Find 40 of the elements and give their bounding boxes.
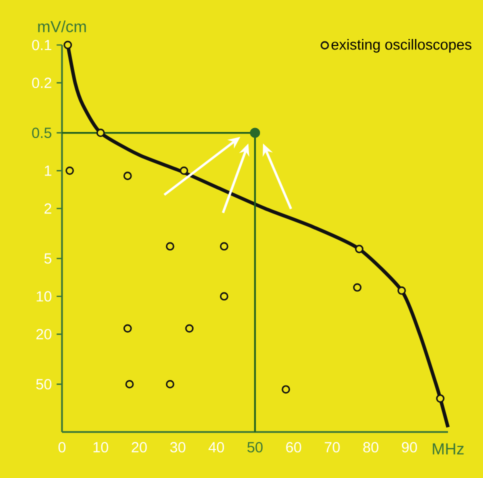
point (64, 40, 72, 50)
y-axis-title: mV/cm (38, 20, 86, 32)
point (250, 128, 260, 138)
point (180, 166, 188, 175)
point (353, 283, 362, 292)
x-axis-title: MHz (432, 443, 464, 454)
point (397, 286, 406, 295)
point (123, 324, 132, 333)
point (220, 292, 228, 301)
y-tick-label: 20 (36, 329, 52, 340)
y-tick-label: 0.1 (32, 40, 52, 50)
point (166, 242, 174, 251)
y-tick-label: 50 (36, 379, 52, 390)
x-tick-label: 30 (170, 442, 186, 452)
x-tick-label: 70 (324, 442, 340, 452)
point (220, 242, 228, 251)
x-tick-label: 80 (363, 442, 378, 452)
x-tick-label: 50 (247, 442, 263, 452)
point (123, 172, 132, 180)
y-tick-label: 10 (36, 291, 52, 302)
point (166, 380, 174, 388)
y-tick-label: 2 (44, 203, 52, 214)
point (436, 394, 444, 403)
x-tick-label: 20 (132, 442, 147, 452)
y-tick-label: 1 (44, 166, 52, 176)
x-tick-label: 10 (94, 442, 108, 452)
point (185, 324, 194, 333)
x-tick-label: 40 (208, 442, 224, 452)
y-tick-label: 0.2 (32, 78, 52, 88)
x-tick-label: 60 (286, 442, 302, 452)
point (96, 128, 105, 138)
point (355, 244, 364, 254)
y-tick-label: 0.5 (32, 128, 52, 138)
point (66, 166, 74, 175)
point (282, 385, 290, 394)
point (125, 380, 134, 388)
x-tick-label: 90 (402, 442, 417, 452)
legend-label: existing oscilloscopes (332, 38, 472, 53)
x-tick-label: 0 (58, 442, 66, 452)
y-tick-label: 5 (44, 253, 52, 264)
